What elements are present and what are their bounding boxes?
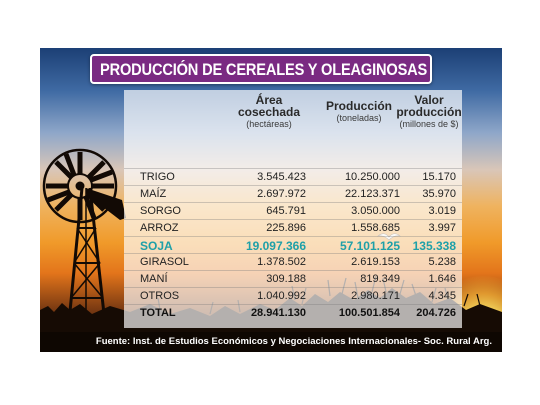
- cell-production: 57.101.125: [339, 239, 400, 253]
- table-row-otros: OTROS 1.040.992 2.980.171 4.345: [124, 287, 462, 304]
- header-area-unit: (hectáreas): [246, 119, 292, 129]
- table-row-total: TOTAL 28.941.130 100.501.854 204.726: [124, 304, 462, 321]
- cell-value: 3.019: [428, 205, 456, 217]
- header-value-title-1: Valor: [414, 93, 444, 107]
- cell-crop: MAÍZ: [140, 188, 167, 200]
- header-production: Producción (toneladas): [314, 100, 404, 124]
- cell-crop: TOTAL: [140, 307, 176, 319]
- cell-production: 1.558.685: [351, 222, 400, 234]
- cell-production: 100.501.854: [338, 307, 400, 319]
- cell-area: 28.941.130: [250, 307, 306, 319]
- infographic: PRODUCCIÓN DE CEREALES Y OLEAGINOSAS Áre…: [40, 48, 502, 352]
- cell-area: 1.378.502: [257, 256, 306, 268]
- cell-area: 3.545.423: [257, 171, 306, 183]
- header-value: Valor producción (millones de $): [396, 94, 462, 130]
- title-banner: PRODUCCIÓN DE CEREALES Y OLEAGINOSAS: [90, 54, 432, 84]
- cell-value: 5.238: [428, 256, 456, 268]
- cell-value: 3.997: [428, 222, 456, 234]
- cell-area: 2.697.972: [257, 188, 306, 200]
- cell-production: 3.050.000: [351, 205, 400, 217]
- cell-crop: GIRASOL: [140, 256, 189, 268]
- cell-value: 135.338: [412, 239, 456, 253]
- cell-crop: OTROS: [140, 290, 180, 302]
- cell-crop: MANÍ: [140, 273, 168, 285]
- cell-area: 225.896: [266, 222, 306, 234]
- cell-value: 204.726: [416, 307, 456, 319]
- header-area: Área cosechada (hectáreas): [228, 94, 310, 130]
- cell-production: 819.349: [360, 273, 400, 285]
- table-row-girasol: GIRASOL 1.378.502 2.619.153 5.238: [124, 253, 462, 270]
- table-row-arroz: ARROZ 225.896 1.558.685 3.997: [124, 219, 462, 236]
- header-area-title-2: cosechada: [237, 105, 301, 119]
- header-production-unit: (toneladas): [336, 113, 382, 123]
- table-row-maiz: MAÍZ 2.697.972 22.123.371 35.970: [124, 185, 462, 202]
- header-value-title-2: producción: [396, 105, 462, 119]
- source-footer: Fuente: Inst. de Estudios Económicos y N…: [40, 332, 502, 352]
- cell-production: 2.980.171: [351, 290, 400, 302]
- cell-production: 10.250.000: [344, 171, 400, 183]
- cell-crop: SOJA: [140, 239, 173, 253]
- infographic-title: PRODUCCIÓN DE CEREALES Y OLEAGINOSAS: [100, 60, 428, 79]
- cell-value: 4.345: [428, 290, 456, 302]
- cell-value: 1.646: [428, 273, 456, 285]
- cell-area: 1.040.992: [257, 290, 306, 302]
- source-note: Fuente: Inst. de Estudios Económicos y N…: [95, 336, 492, 347]
- cell-value: 15.170: [422, 171, 456, 183]
- table-row-mani: MANÍ 309.188 819.349 1.646: [124, 270, 462, 287]
- cell-production: 22.123.371: [344, 188, 400, 200]
- cell-crop: SORGO: [140, 205, 181, 217]
- table-row-soja: SOJA 19.097.366 57.101.125 135.338: [124, 236, 462, 253]
- cell-area: 19.097.366: [245, 239, 306, 253]
- header-production-title: Producción: [325, 99, 392, 113]
- header-area-title-1: Área: [255, 93, 283, 107]
- windmill-icon: [42, 148, 126, 333]
- cell-value: 35.970: [422, 188, 456, 200]
- cell-crop: ARROZ: [140, 222, 179, 234]
- production-table: Área cosechada (hectáreas) Producción (t…: [124, 90, 462, 328]
- cell-crop: TRIGO: [140, 171, 175, 183]
- table-row-sorgo: SORGO 645.791 3.050.000 3.019: [124, 202, 462, 219]
- table-row-trigo: TRIGO 3.545.423 10.250.000 15.170: [124, 168, 462, 185]
- cell-area: 645.791: [266, 205, 306, 217]
- cell-area: 309.188: [266, 273, 306, 285]
- cell-production: 2.619.153: [351, 256, 400, 268]
- header-value-unit: (millones de $): [399, 119, 459, 129]
